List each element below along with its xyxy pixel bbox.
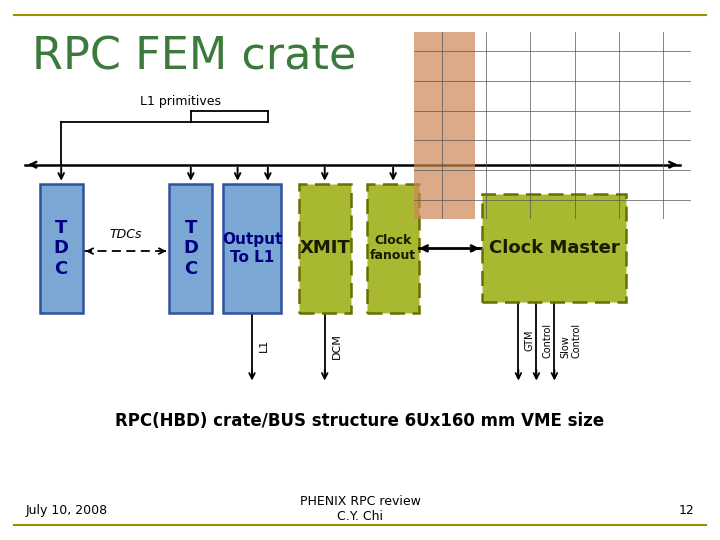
Text: L1: L1 <box>259 339 269 352</box>
Bar <box>414 32 475 219</box>
Text: GTM: GTM <box>524 329 534 351</box>
Bar <box>299 184 351 313</box>
Bar <box>169 184 212 313</box>
Bar <box>367 184 419 313</box>
Text: XMIT: XMIT <box>300 239 350 258</box>
Bar <box>40 184 83 313</box>
Bar <box>482 194 626 302</box>
Text: PHENIX RPC review
C.Y. Chi: PHENIX RPC review C.Y. Chi <box>300 495 420 523</box>
Text: 12: 12 <box>679 504 695 517</box>
Text: RPC FEM crate: RPC FEM crate <box>32 35 357 78</box>
Text: Clock Master: Clock Master <box>489 239 620 258</box>
Text: Clock
fanout: Clock fanout <box>370 234 416 262</box>
Text: Control: Control <box>542 322 552 358</box>
Text: T
D
C: T D C <box>184 219 198 278</box>
Bar <box>223 184 281 313</box>
Text: July 10, 2008: July 10, 2008 <box>25 504 107 517</box>
Text: L1 primitives: L1 primitives <box>140 95 222 108</box>
Text: TDCs: TDCs <box>109 228 143 241</box>
Text: DCM: DCM <box>332 333 342 359</box>
Text: Slow
Control: Slow Control <box>560 322 582 358</box>
Text: Output
To L1: Output To L1 <box>222 232 282 265</box>
Text: RPC(HBD) crate/BUS structure 6Ux160 mm VME size: RPC(HBD) crate/BUS structure 6Ux160 mm V… <box>115 412 605 430</box>
Text: T
D
C: T D C <box>54 219 68 278</box>
